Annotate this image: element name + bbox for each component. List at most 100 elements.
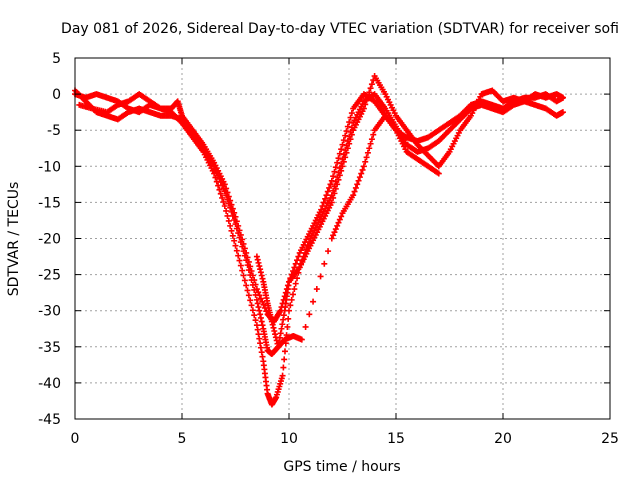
- data-point: [338, 213, 345, 220]
- data-point: [330, 173, 337, 180]
- data-point: [359, 166, 366, 173]
- data-point: [235, 222, 242, 229]
- data-point: [348, 131, 355, 138]
- data-point: [366, 89, 373, 96]
- data-point: [280, 312, 287, 319]
- data-point: [248, 267, 255, 274]
- x-tick-label: 0: [71, 431, 80, 447]
- data-point: [332, 226, 339, 233]
- data-point: [336, 150, 343, 157]
- data-point: [331, 190, 338, 197]
- data-point: [233, 247, 240, 254]
- data-point: [328, 177, 335, 184]
- data-point: [221, 203, 228, 210]
- data-point: [335, 155, 342, 162]
- data-point: [338, 146, 345, 153]
- data-point: [232, 213, 239, 220]
- data-point: [343, 149, 350, 156]
- data-point: [211, 170, 218, 177]
- data-point: [277, 330, 284, 337]
- y-tick-label: -25: [38, 268, 61, 284]
- data-point: [366, 145, 373, 152]
- data-point: [344, 123, 351, 130]
- data-point: [263, 308, 270, 315]
- tick-labels: 0 5 10 15 20 25 5 0 -5 -10 -15 -20 -25 -30 -35 -40 -45: [38, 51, 619, 447]
- data-point: [331, 229, 338, 236]
- data-point: [294, 275, 301, 282]
- data-point: [224, 189, 231, 196]
- data-point: [335, 219, 342, 226]
- data-point: [291, 264, 298, 271]
- data-point: [240, 240, 247, 247]
- data-point: [244, 254, 251, 261]
- data-point: [343, 128, 350, 135]
- x-tick-label: 20: [494, 431, 512, 447]
- data-point: [281, 356, 288, 363]
- data-point: [362, 158, 369, 165]
- data-point: [354, 181, 361, 188]
- data-point: [259, 353, 266, 360]
- data-point: [302, 323, 309, 330]
- data-point: [280, 316, 287, 323]
- data-point: [256, 292, 263, 299]
- data-point: [228, 201, 235, 208]
- y-tick-label: 0: [52, 87, 61, 103]
- data-point: [332, 164, 339, 171]
- data-point: [225, 193, 232, 200]
- data-point: [294, 257, 301, 264]
- data-point: [363, 97, 370, 104]
- y-tick-label: -40: [38, 376, 61, 392]
- data-point: [255, 259, 262, 266]
- data-point: [215, 182, 222, 189]
- data-point: [241, 277, 248, 284]
- data-point: [237, 262, 244, 269]
- data-point: [259, 275, 266, 282]
- data-point: [346, 140, 353, 147]
- data-point: [259, 322, 266, 329]
- x-tick-label: 10: [280, 431, 298, 447]
- x-tick-label: 15: [387, 431, 405, 447]
- data-point: [347, 136, 354, 143]
- data-point: [239, 267, 246, 274]
- data-point: [248, 302, 255, 309]
- data-point: [291, 286, 298, 293]
- data-point: [292, 280, 299, 287]
- data-point: [330, 232, 337, 239]
- y-tick-label: -15: [38, 195, 61, 211]
- data-point: [249, 272, 256, 279]
- data-point: [339, 141, 346, 148]
- data-point: [364, 93, 371, 100]
- data-point: [253, 253, 260, 260]
- data-point: [327, 181, 334, 188]
- data-point: [358, 170, 365, 177]
- data-point: [344, 145, 351, 152]
- data-point: [232, 242, 239, 249]
- data-point: [253, 286, 260, 293]
- data-point: [346, 119, 353, 126]
- data-point: [249, 307, 256, 314]
- data-point: [363, 154, 370, 161]
- data-point: [257, 340, 264, 347]
- data-point: [256, 307, 263, 314]
- data-point: [272, 331, 279, 338]
- data-point: [227, 197, 234, 204]
- data-point: [282, 289, 289, 296]
- data-point: [292, 260, 299, 267]
- data-point: [367, 140, 374, 147]
- data-point: [216, 186, 223, 193]
- data-point: [254, 326, 261, 333]
- data-point: [326, 184, 333, 191]
- data-point: [281, 348, 288, 355]
- data-point: [257, 266, 264, 273]
- data-point: [286, 307, 292, 314]
- data-point: [258, 318, 265, 325]
- data-point: [231, 237, 238, 244]
- data-point: [213, 178, 220, 185]
- data-point: [220, 198, 227, 205]
- y-tick-label: -20: [38, 232, 61, 248]
- data-point: [260, 301, 267, 308]
- data-point: [258, 272, 265, 279]
- axis-ticks: [74, 57, 611, 420]
- data-point: [277, 307, 284, 314]
- data-point: [269, 321, 276, 328]
